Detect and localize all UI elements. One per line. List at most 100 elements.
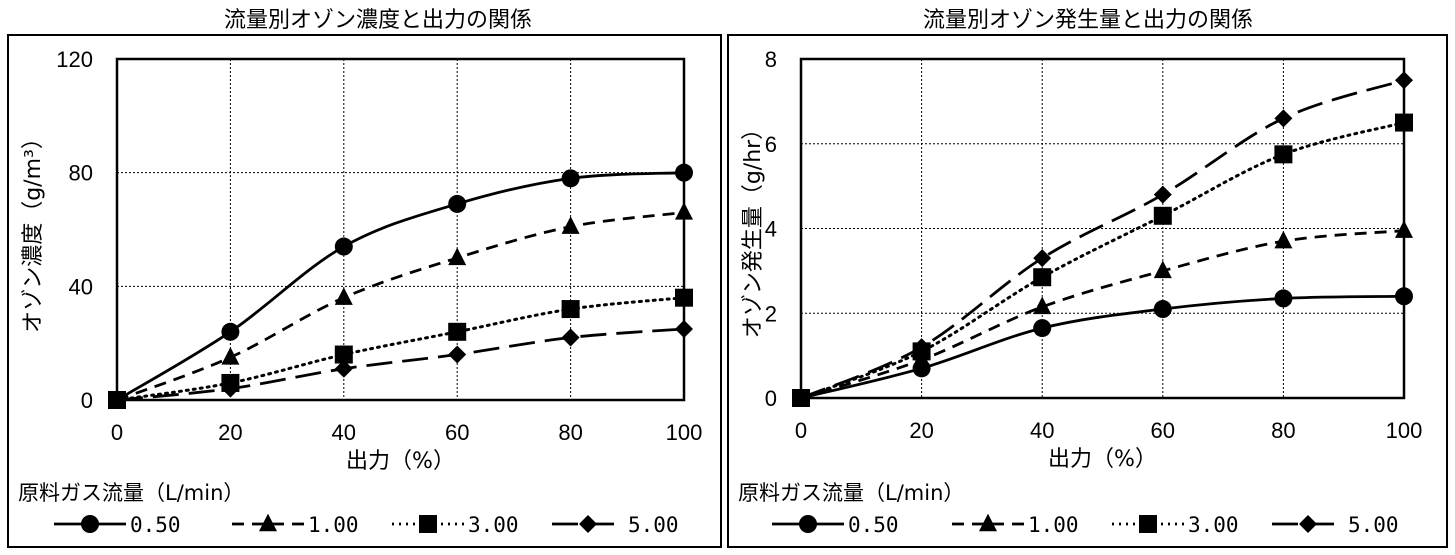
x-axis-label: 出力（%） [1048, 447, 1157, 472]
y-tick-label: 120 [56, 47, 93, 72]
marker-square [1139, 515, 1157, 533]
x-tick-label: 100 [666, 420, 703, 445]
marker-square [675, 288, 693, 307]
panel-border [7, 34, 722, 548]
series-line [800, 229, 1405, 400]
x-tick-label: 80 [1271, 418, 1295, 443]
marker-square [1153, 206, 1172, 225]
marker-circle [561, 169, 580, 188]
series-line [800, 294, 1405, 400]
marker-square [561, 300, 580, 319]
marker-diamond [1153, 185, 1172, 204]
marker-diamond [561, 328, 580, 347]
y-tick-label: 8 [765, 47, 777, 72]
marker-square [334, 345, 353, 364]
legend-item-5.00: 5.00 [1272, 513, 1399, 537]
x-tick-label: 40 [332, 420, 356, 445]
marker-circle [334, 237, 353, 256]
legend-item-5.00: 5.00 [552, 513, 679, 537]
marker-triangle [334, 287, 353, 305]
legend-label: 1.00 [1028, 513, 1079, 537]
x-tick-label: 0 [795, 418, 807, 443]
marker-triangle [1153, 260, 1172, 279]
x-tick-label: 60 [1151, 418, 1175, 443]
marker-square [419, 515, 437, 533]
marker-diamond [792, 389, 810, 407]
chart-title: 流量別オゾン濃度と出力の関係 [224, 8, 532, 33]
marker-circle [1153, 300, 1172, 319]
legend-label: 0.50 [130, 513, 181, 537]
marker-triangle [221, 347, 240, 365]
marker-triangle [561, 216, 580, 234]
y-tick-label: 4 [765, 217, 777, 242]
legend-item-3.00: 3.00 [1112, 513, 1239, 537]
series-3.00 [108, 288, 693, 409]
chart-title: 流量別オゾン発生量と出力の関係 [923, 8, 1253, 33]
marker-triangle [1274, 230, 1293, 249]
x-tick-label: 100 [1386, 418, 1423, 443]
marker-circle [221, 322, 240, 341]
series-3.00 [792, 113, 1413, 407]
y-axis-label: オゾン濃度（g/m³） [21, 127, 46, 333]
legend-label: 5.00 [1348, 513, 1399, 537]
marker-square [1033, 268, 1052, 287]
marker-square [1395, 113, 1413, 132]
marker-diamond [912, 338, 931, 357]
legend-item-3.00: 3.00 [392, 513, 519, 537]
y-tick-label: 2 [765, 301, 777, 326]
legend-label: 1.00 [308, 513, 359, 537]
y-tick-label: 80 [69, 161, 93, 186]
marker-circle [448, 194, 467, 213]
legend-item-0.50: 0.50 [772, 513, 899, 537]
marker-square [1274, 145, 1293, 164]
series-line [799, 121, 1406, 400]
marker-square [448, 322, 467, 341]
legend-label: 5.00 [628, 513, 679, 537]
series-line [116, 211, 685, 402]
series-line [800, 78, 1405, 400]
legend-label: 3.00 [1188, 513, 1239, 537]
plot-area [115, 57, 686, 402]
marker-diamond [675, 319, 693, 338]
x-tick-label: 20 [218, 420, 242, 445]
legend-item-0.50: 0.50 [54, 513, 181, 537]
series-line [115, 296, 686, 402]
marker-diamond [1033, 249, 1052, 268]
marker-diamond [221, 379, 240, 398]
series-0.50 [792, 287, 1413, 407]
marker-triangle [675, 202, 693, 220]
legend-item-1.00: 1.00 [232, 513, 359, 537]
chart-panel-1: 流量別オゾン濃度と出力の関係 0 20 40 60 80 100 0 40 80 120 出力（%） オ… [7, 8, 722, 548]
marker-triangle [448, 247, 467, 266]
y-tick-label: 40 [69, 274, 93, 299]
x-tick-label: 60 [445, 420, 469, 445]
marker-circle [1395, 287, 1413, 306]
x-axis-label: 出力（%） [346, 449, 455, 474]
marker-diamond [448, 345, 467, 364]
x-tick-label: 80 [558, 420, 582, 445]
marker-circle [675, 163, 693, 182]
legend-label: 0.50 [848, 513, 899, 537]
y-tick-label: 6 [765, 132, 777, 157]
x-tick-label: 0 [111, 420, 123, 445]
legend-item-1.00: 1.00 [952, 513, 1079, 537]
marker-circle [1033, 319, 1052, 338]
x-tick-label: 40 [1030, 418, 1054, 443]
marker-triangle [979, 513, 997, 532]
panel-border [727, 34, 1448, 548]
marker-diamond [579, 515, 597, 533]
marker-circle [1274, 289, 1293, 308]
y-tick-label: 0 [765, 386, 777, 411]
series-5.00 [108, 319, 693, 409]
series-5.00 [792, 71, 1413, 407]
marker-diamond [1274, 109, 1293, 128]
legend-label: 3.00 [468, 513, 519, 537]
marker-diamond [334, 359, 353, 378]
legend-title: 原料ガス流量（L/min） [738, 481, 964, 505]
marker-triangle [1395, 220, 1413, 238]
series-0.50 [108, 163, 693, 409]
y-tick-label: 0 [81, 388, 93, 413]
marker-diamond [1299, 515, 1317, 533]
marker-diamond [1395, 71, 1413, 90]
